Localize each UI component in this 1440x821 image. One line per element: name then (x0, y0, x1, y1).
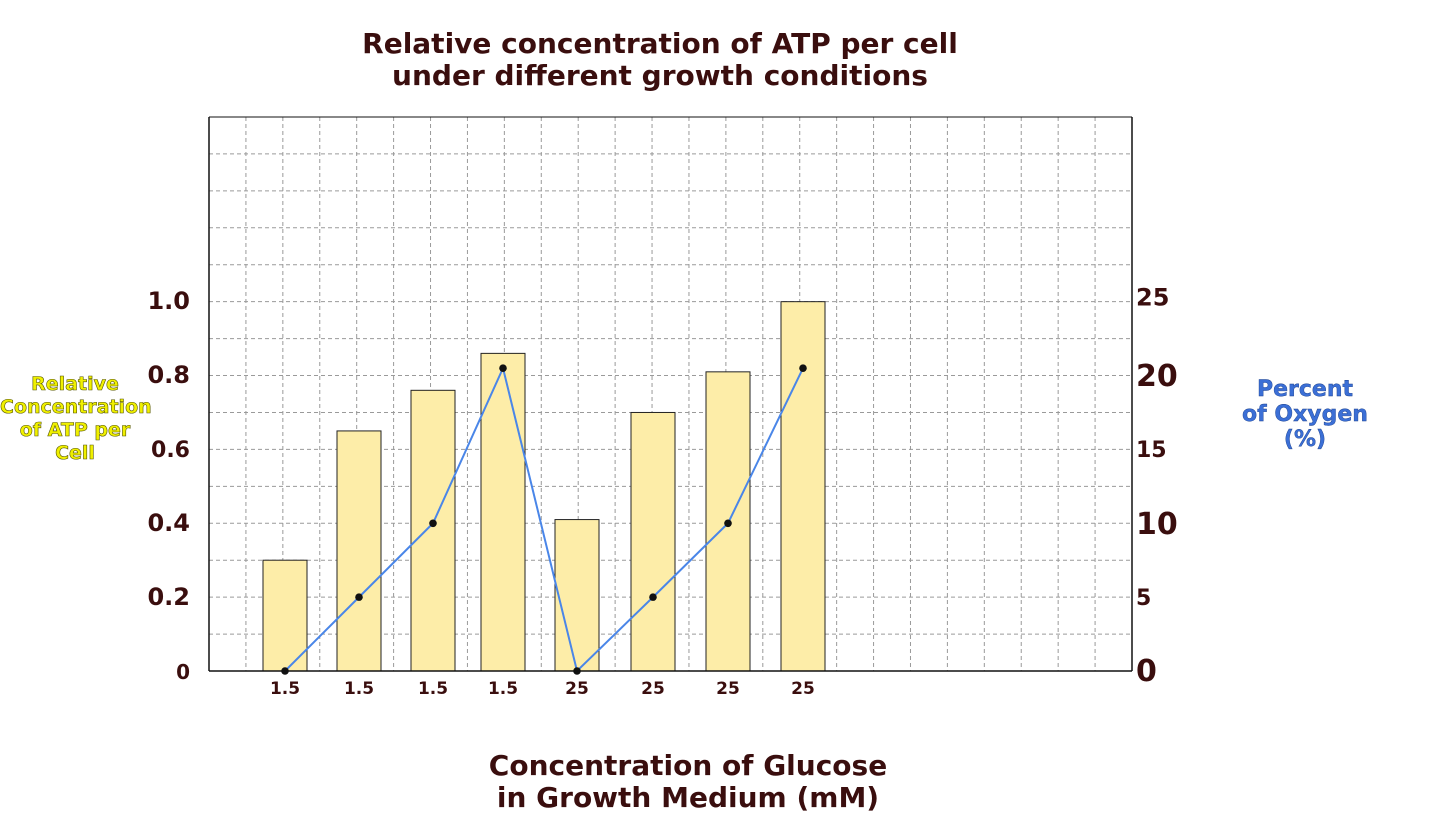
x-tick-label: 25 (565, 679, 589, 699)
x-axis-label: Concentration of Glucose in Growth Mediu… (388, 750, 988, 814)
oxygen-point (429, 519, 437, 528)
y-axis-label-right-line-1: Percent (1256, 377, 1354, 402)
x-tick-label: 1.5 (270, 679, 300, 699)
y-tick-label-left: 0.8 (147, 361, 190, 389)
x-tick-label: 1.5 (488, 679, 518, 699)
axes (208, 116, 1133, 672)
bar (780, 301, 826, 672)
x-tick-label: 25 (716, 679, 740, 699)
x-tick-label: 25 (791, 679, 815, 699)
y-axis-label-right: Percent of Oxygen (%) (1235, 377, 1375, 452)
y-tick-label-right: 0 (1136, 654, 1157, 689)
y-axis-label-left: Relative Concentration of ATP per Cell (0, 373, 152, 465)
oxygen-point (649, 593, 657, 601)
y-tick-label-right: 5 (1136, 586, 1151, 611)
bar (336, 430, 382, 672)
y-tick-label-right: 25 (1136, 284, 1169, 312)
bar (630, 411, 676, 672)
oxygen-point (724, 519, 732, 528)
y-axis-label-right-line-2: of Oxygen (1242, 402, 1368, 427)
y-tick-label-right: 20 (1136, 359, 1178, 394)
oxygen-point (499, 364, 507, 372)
y-tick-label-right: 15 (1136, 438, 1167, 463)
oxygen-point (799, 364, 807, 372)
bar-series (262, 301, 826, 672)
x-axis-label-line-1: Concentration of Glucose (488, 749, 888, 782)
bar (554, 519, 600, 672)
oxygen-point (355, 593, 363, 601)
chart-title: Relative concentration of ATP per cell u… (260, 28, 1060, 92)
bar (410, 389, 456, 672)
x-axis-label-line-2: in Growth Medium (mM) (496, 781, 880, 814)
oxygen-line-series (281, 364, 807, 675)
x-tick-label: 1.5 (418, 679, 448, 699)
y-tick-label-left: 1.0 (147, 287, 190, 315)
y-tick-label-right: 10 (1136, 507, 1178, 542)
y-tick-label-left: 0.6 (151, 438, 190, 463)
y-tick-label-left: 0.2 (147, 583, 190, 611)
y-tick-label-left: 0.4 (147, 509, 190, 537)
oxygen-line (284, 365, 804, 673)
x-tick-label: 1.5 (344, 679, 374, 699)
x-tick-label: 25 (641, 679, 665, 699)
y-axis-label-right-line-3: (%) (1283, 427, 1327, 452)
chart-title-line-1: Relative concentration of ATP per cell (362, 27, 958, 60)
y-axis-label-left-line-3: of ATP per Cell (19, 419, 131, 465)
chart-title-line-2: under different growth conditions (392, 59, 928, 92)
y-axis-label-left-line-2: Concentration (0, 396, 152, 419)
y-axis-label-left-line-1: Relative (31, 373, 119, 396)
y-tick-label-left: 0 (176, 660, 190, 684)
tick-labels: 0 0.2 0.4 0.6 0.8 1.0 0 5 10 15 20 25 1.5 1.5 1.5 1.5 25… (147, 284, 1177, 699)
